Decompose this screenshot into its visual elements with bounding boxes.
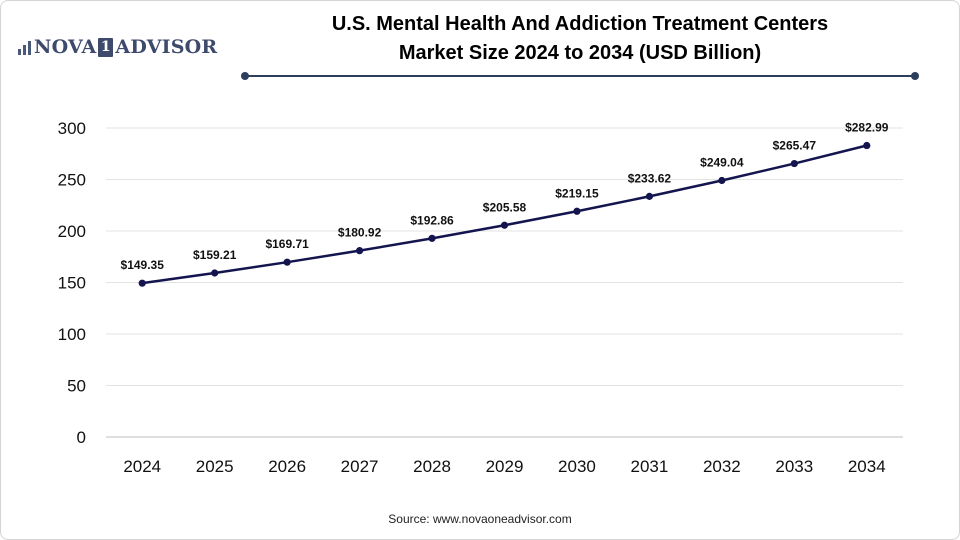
x-tick-label: 2026 <box>268 457 306 476</box>
logo-text-left: NOVA <box>34 36 97 58</box>
y-tick-label: 200 <box>58 222 86 241</box>
data-point <box>283 258 291 266</box>
x-tick-label: 2030 <box>558 457 596 476</box>
data-point <box>355 247 364 255</box>
data-point <box>500 221 509 229</box>
x-tick-label: 2029 <box>486 457 524 476</box>
data-label: $205.58 <box>483 200 527 214</box>
chart-title: U.S. Mental Health And Addiction Treatme… <box>250 10 910 68</box>
x-tick-label: 2027 <box>341 457 379 476</box>
x-tick-label: 2033 <box>775 457 813 476</box>
data-label: $233.62 <box>628 171 672 185</box>
title-underline <box>241 72 919 80</box>
chart-title-line-2: Market Size 2024 to 2034 (USD Billion) <box>398 42 762 64</box>
data-point <box>718 176 726 185</box>
y-tick-label: 50 <box>67 377 86 396</box>
data-label: $265.47 <box>773 139 817 153</box>
y-tick-label: 250 <box>58 171 86 190</box>
data-point <box>790 159 798 168</box>
y-tick-label: 0 <box>77 428 86 447</box>
data-point <box>645 192 654 200</box>
bar-chart-icon <box>18 39 31 55</box>
data-label: $169.71 <box>265 237 309 251</box>
data-label: $149.35 <box>121 258 165 272</box>
data-label: $180.92 <box>338 226 382 240</box>
x-tick-label: 2031 <box>630 457 668 476</box>
x-tick-label: 2032 <box>703 457 741 476</box>
data-point <box>428 234 436 242</box>
series-line <box>142 144 868 285</box>
data-point <box>573 207 581 215</box>
source-note: Source: www.novaoneadvisor.com <box>388 512 572 526</box>
data-label: $159.21 <box>193 248 237 262</box>
data-label: $192.86 <box>410 213 454 227</box>
chart-title-line-1: U.S. Mental Health And Addiction Treatme… <box>331 13 829 35</box>
data-point <box>211 269 219 277</box>
data-label: $219.15 <box>555 186 599 200</box>
logo-badge: 1 <box>98 37 114 57</box>
x-tick-label: 2028 <box>413 457 451 476</box>
x-tick-label: 2024 <box>123 457 161 476</box>
y-tick-label: 150 <box>58 274 86 293</box>
data-label: $282.99 <box>845 121 889 135</box>
data-point <box>863 141 871 150</box>
data-point <box>138 279 146 287</box>
logo-text-right: ADVISOR <box>115 36 218 58</box>
y-tick-label: 100 <box>58 325 86 344</box>
x-tick-label: 2034 <box>848 457 886 476</box>
brand-logo: NOVA 1 ADVISOR <box>18 33 217 61</box>
x-tick-label: 2025 <box>196 457 234 476</box>
y-tick-label: 300 <box>58 119 86 138</box>
data-label: $249.04 <box>700 155 744 169</box>
